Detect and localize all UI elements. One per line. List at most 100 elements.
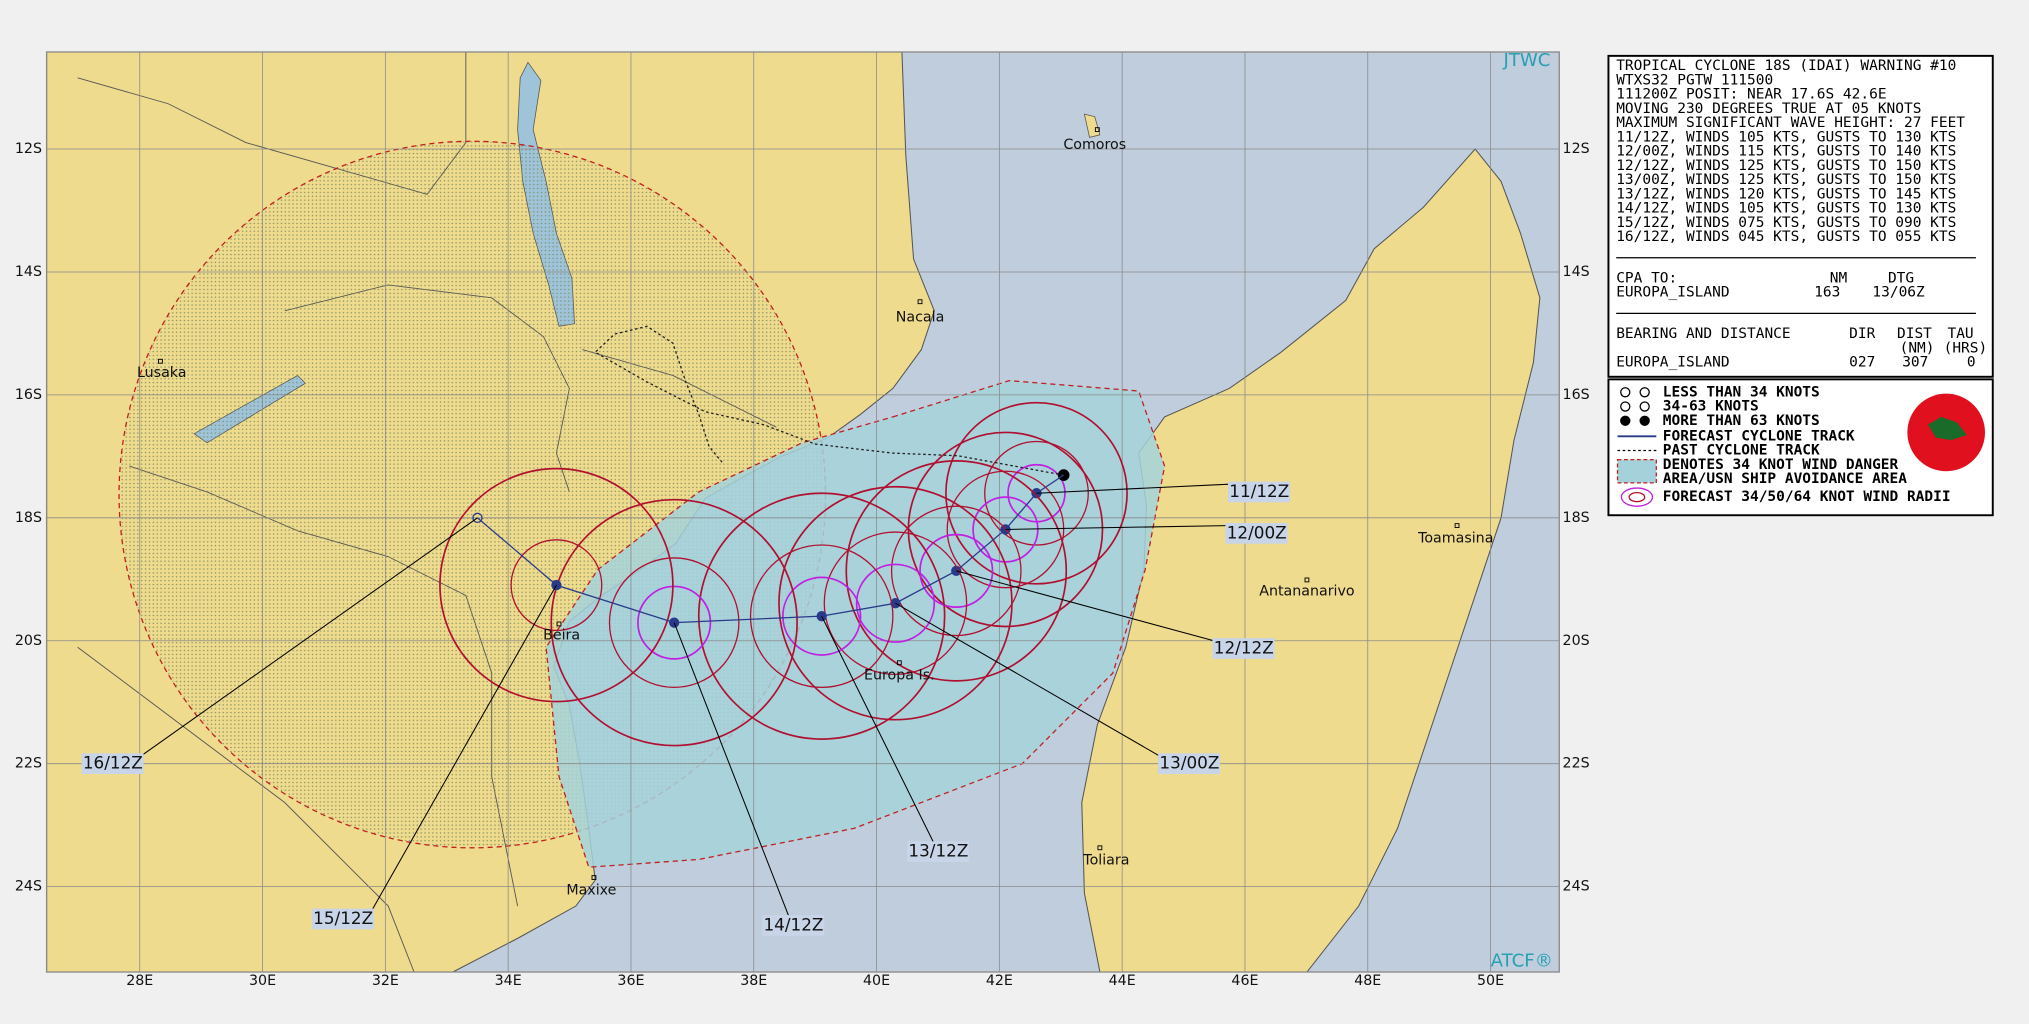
bearing-header: DIST [1897,326,1932,342]
lat-label: 12S [15,141,42,157]
map-frame [45,51,1560,973]
agency-mark: JTWC [1502,50,1550,71]
radius-50kt [823,531,968,676]
labels: 28E 30E 32E 34E 36E 38E 40E 42E 44E 46E 48E 50E 12S 1… [15,127,1590,989]
place-label: Antananarivo [1259,584,1354,600]
lon-label: 28E [126,973,153,989]
lon-label: 34E [495,973,522,989]
bearing-value: EUROPA_ISLAND [1616,355,1729,371]
forecast-label-bg [1228,481,1291,503]
lon-label: 46E [1231,973,1258,989]
panel-text: TROPICAL CYCLONE 18S (IDAI) WARNING #10W… [1616,58,1988,507]
forecast-label-bg [762,915,825,936]
place-marker [896,660,902,666]
legend-symbol [1620,401,1631,412]
legend-symbol [1620,415,1631,426]
radius-50kt [749,544,894,688]
warning-line: 14/12Z, WINDS 105 KTS, GUSTS TO 130 KTS [1616,201,1956,217]
forecast-label-bg [1212,638,1275,659]
forecast-label: 15/12Z [313,908,373,928]
place-label: Lusaka [137,365,187,381]
warning-line: 11/12Z, WINDS 105 KTS, GUSTS TO 130 KTS [1616,129,1956,145]
forecast-label: 12/12Z [1214,638,1274,658]
legend-item: MORE THAN 63 KNOTS [1663,413,1820,429]
warning-line: TROPICAL CYCLONE 18S (IDAI) WARNING #10 [1616,58,1956,74]
place-label: Comoros [1063,137,1126,153]
radius-50kt [984,440,1089,546]
place-marker [1097,845,1103,851]
lon-label: 42E [986,973,1013,989]
forecast-label-bg [311,908,374,930]
lat-label: 18S [15,510,42,526]
radius-34kt [550,498,798,747]
bearing-subheader: (NM) [1900,340,1935,356]
radius-34kt [945,401,1128,585]
place-marker [1304,577,1310,583]
footer-mark: ATCF® [1491,951,1553,972]
warning-line: 12/00Z, WINDS 115 KTS, GUSTS TO 140 KTS [1616,144,1956,160]
warning-panel [1607,54,1994,378]
lon-label: 30E [249,973,276,989]
graticule [46,51,1560,973]
forecast-label-bg [81,753,144,775]
warning-line: 16/12Z, WINDS 045 KTS, GUSTS TO 055 KTS [1616,229,1956,245]
place-marker [1454,523,1460,528]
radius-64kt [972,496,1039,563]
cpa-value: 163 [1814,285,1840,301]
radius-34kt [778,485,1013,721]
lat-label: 22S [15,756,42,772]
radius-34kt [697,492,946,740]
lat-label: 16S [15,387,42,403]
forecast-point [472,512,483,523]
radius-50kt [890,505,1022,637]
map [46,51,1560,973]
radius-50kt [946,470,1065,589]
warning-line: MAXIMUM SIGNIFICANT WAVE HEIGHT: 27 FEET [1616,115,1965,131]
bearing-subheader: (HRS) [1944,340,1988,356]
place-marker [556,621,562,627]
past-track [594,325,1064,476]
lat-label: 16S [1563,387,1590,403]
lon-label: 40E [863,973,890,989]
place-label: Beira [543,628,580,644]
place-label: Toliara [1082,853,1129,869]
logo [1904,391,1988,474]
forecast-label: 11/12Z [1229,481,1289,501]
leader-line [956,570,1214,642]
forecast-label: 13/12Z [908,841,968,861]
legend-item: FORECAST 34/50/64 KNOT WIND RADII [1663,489,1951,505]
lat-label: 22S [1563,756,1590,772]
lat-label: 14S [15,264,42,280]
wind-radii [439,401,1128,747]
warning-line: 12/12Z, WINDS 125 KTS, GUSTS TO 150 KTS [1616,158,1956,174]
radius-64kt [855,563,936,643]
forecast-label: 13/00Z [1159,753,1219,773]
forecast-label: 16/12Z [83,753,143,773]
forecast-label: 12/00Z [1227,522,1287,542]
legend-item: FORECAST CYCLONE TRACK [1663,428,1855,444]
lon-label: 48E [1354,973,1381,989]
legend-item: DENOTES 34 KNOT WIND DANGER [1663,457,1899,473]
bearing-value: 0 [1967,355,1976,371]
legend-item: LESS THAN 34 KNOTS [1663,384,1820,400]
leader-line [821,615,935,845]
legend-symbol [1639,401,1650,412]
bearing-value: 307 [1902,355,1928,371]
bearing-header: BEARING AND DISTANCE [1616,326,1790,342]
legend-symbol [1639,387,1650,398]
forecast-label-bg [1158,753,1221,775]
radius-64kt [637,585,712,660]
place-marker [1094,127,1100,133]
place-label: Europa Is. [864,668,935,684]
place-label: Maxixe [566,882,616,898]
warning-line: WTXS32 PGTW 111500 [1616,72,1773,88]
bearing-value: 027 [1849,355,1875,371]
legend-item: PAST CYCLONE TRACK [1663,443,1820,459]
lon-label: 36E [617,973,644,989]
legend-symbol [1628,491,1646,503]
radius-50kt [510,539,603,632]
place-marker [917,299,923,305]
radius-34kt [845,460,1068,682]
bearing-header: DIR [1849,326,1875,342]
